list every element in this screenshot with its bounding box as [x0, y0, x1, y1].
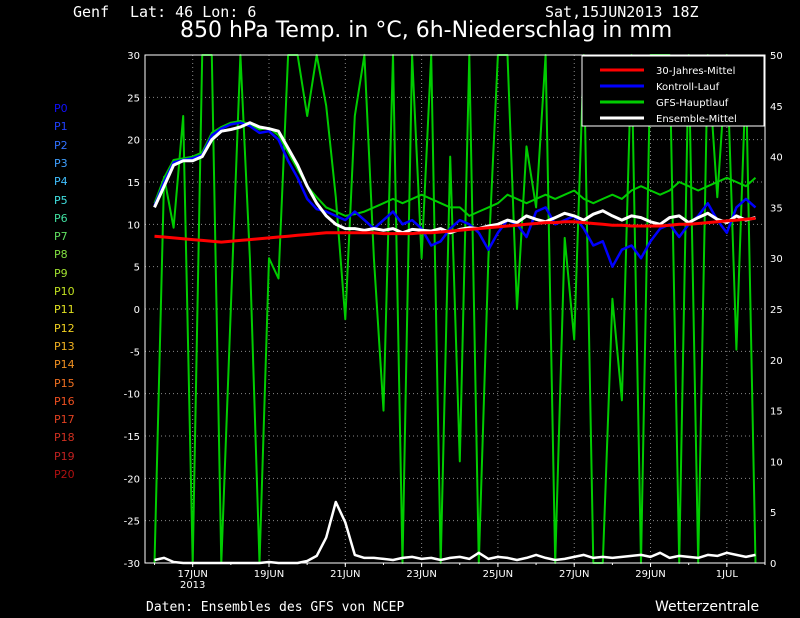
y-right-tick-label: 40 — [770, 153, 783, 164]
y-left-tick-label: 10 — [127, 220, 140, 231]
y-left-tick-label: 30 — [127, 51, 140, 62]
series-line-gfs-hauptlauf-temp — [153, 120, 757, 217]
y-right-tick-label: 25 — [770, 305, 783, 316]
x-tick-sublabel: 2013 — [180, 580, 205, 591]
location-label: Genf — [73, 3, 110, 21]
y-right-tick-label: 45 — [770, 102, 783, 113]
member-label-p19: P19 — [54, 449, 75, 463]
y-right-tick-label: 10 — [770, 457, 783, 468]
legend: 30-Jahres-Mittel Kontroll-Lauf GFS-Hauptla… — [581, 55, 765, 127]
y-left-tick-label: 20 — [127, 136, 140, 147]
series-line-30-jahres-mittel — [154, 216, 756, 244]
series-line-kontroll-lauf-temp — [153, 121, 757, 268]
legend-frame — [581, 55, 765, 127]
x-tick-label: 23JUN — [406, 569, 436, 580]
member-label-p14: P14 — [54, 358, 75, 372]
y-left-tick-label: -30 — [124, 559, 140, 570]
y-right-tick-label: 20 — [770, 356, 783, 367]
x-tick-label: 25JUN — [483, 569, 513, 580]
y-left-tick-label: -10 — [124, 390, 140, 401]
chart-title: 850 hPa Temp. in °C, 6h-Niederschlag in … — [180, 18, 673, 43]
run-label: Sat,15JUN2013 18Z — [545, 3, 699, 21]
member-label-p5: P5 — [54, 193, 68, 207]
member-label-p13: P13 — [54, 339, 75, 353]
x-tick-label: 29JUN — [635, 569, 665, 580]
y-right-tick-label: 5 — [770, 508, 776, 519]
y-left-tick-label: 0 — [134, 305, 140, 316]
legend-label: Kontroll-Lauf — [656, 82, 720, 93]
member-label-p0: P0 — [54, 102, 68, 115]
x-tick-label: 17JUN — [177, 569, 207, 580]
y-right-tick-label: 0 — [770, 559, 776, 570]
member-label-p8: P8 — [54, 248, 68, 262]
x-tick-label: 27JUN — [559, 569, 589, 580]
member-label-p7: P7 — [54, 230, 68, 244]
x-tick-label: 21JUN — [330, 569, 360, 580]
y-left-tick-label: 25 — [127, 93, 140, 104]
series-line-ensemble-mittel-niederschlag — [154, 500, 756, 565]
y-right-tick-label: 30 — [770, 254, 783, 265]
y-left-tick-label: -20 — [124, 474, 140, 485]
x-tick-label: 1JUL — [716, 569, 739, 580]
member-label-p2: P2 — [54, 138, 68, 152]
y-left-tick-label: -25 — [124, 517, 140, 528]
plot-frame — [144, 54, 766, 564]
member-label-p12: P12 — [54, 321, 75, 335]
y-left-tick-label: -5 — [130, 347, 140, 358]
brand-label: Wetterzentrale — [655, 599, 760, 615]
member-label-p1: P1 — [54, 120, 68, 134]
member-label-p4: P4 — [54, 175, 68, 189]
legend-label: Ensemble-Mittel — [656, 114, 737, 125]
source-label: Daten: Ensembles des GFS von NCEP — [146, 600, 405, 615]
coords-label: Lat: 46 Lon: 6 — [130, 3, 257, 21]
member-label-p3: P3 — [54, 156, 68, 170]
member-label-p18: P18 — [54, 431, 75, 445]
member-label-p6: P6 — [54, 211, 68, 225]
x-tick-label: 19JUN — [254, 569, 284, 580]
y-left-tick-label: 5 — [134, 263, 140, 274]
y-right-tick-label: 50 — [770, 51, 783, 62]
y-right-tick-label: 35 — [770, 203, 783, 214]
y-left-tick-label: -15 — [124, 432, 140, 443]
y-left-tick-label: 15 — [127, 178, 140, 189]
member-label-p17: P17 — [54, 413, 75, 427]
y-right-tick-label: 15 — [770, 407, 783, 418]
member-label-p20: P20 — [54, 468, 75, 481]
axes: 302520151050-5-10-15-20-25-3050454035302… — [124, 51, 783, 591]
member-label-p10: P10 — [54, 285, 75, 298]
member-label-p11: P11 — [54, 303, 75, 317]
member-label-p9: P9 — [54, 266, 68, 280]
member-label-p15: P15 — [54, 376, 75, 390]
legend-label: GFS-Hauptlauf — [656, 98, 729, 109]
legend-label: 30-Jahres-Mittel — [656, 66, 735, 77]
member-label-p16: P16 — [54, 394, 75, 408]
